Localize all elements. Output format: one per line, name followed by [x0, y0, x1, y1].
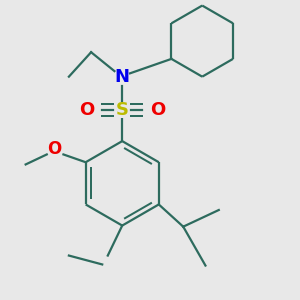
Text: O: O — [150, 101, 165, 119]
Text: S: S — [116, 101, 129, 119]
Text: O: O — [79, 101, 94, 119]
Text: O: O — [47, 140, 62, 158]
Text: N: N — [115, 68, 130, 86]
